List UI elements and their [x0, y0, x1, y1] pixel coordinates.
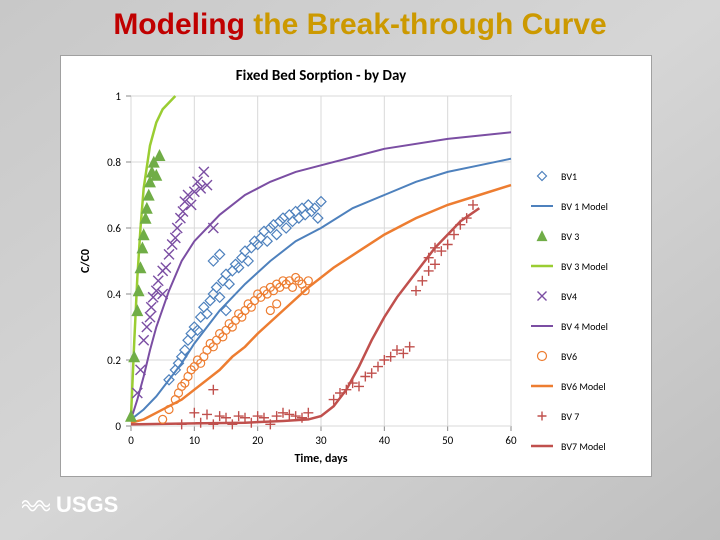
- svg-text:BV1: BV1: [561, 170, 577, 183]
- svg-text:Time, days: Time, days: [294, 452, 347, 466]
- svg-text:BV6 Model: BV6 Model: [561, 380, 606, 393]
- svg-text:1: 1: [115, 90, 121, 103]
- svg-text:20: 20: [252, 434, 264, 447]
- title-part-red: Modeling: [113, 8, 253, 41]
- svg-text:0.8: 0.8: [107, 156, 121, 169]
- svg-text:BV 3 Model: BV 3 Model: [561, 260, 608, 273]
- svg-text:0: 0: [115, 420, 121, 433]
- svg-text:BV 7: BV 7: [561, 410, 579, 423]
- svg-text:Fixed Bed Sorption - by Day: Fixed Bed Sorption - by Day: [236, 67, 407, 85]
- svg-text:50: 50: [442, 434, 454, 447]
- svg-text:C/C0: C/C0: [79, 249, 93, 273]
- usgs-logo: USGS: [22, 492, 118, 518]
- svg-text:BV 4 Model: BV 4 Model: [561, 320, 608, 333]
- svg-text:BV4: BV4: [561, 290, 577, 303]
- svg-text:30: 30: [315, 434, 327, 447]
- svg-text:BV7 Model: BV7 Model: [561, 440, 606, 453]
- svg-text:BV6: BV6: [561, 350, 577, 363]
- svg-text:0.2: 0.2: [107, 354, 121, 367]
- svg-text:0.4: 0.4: [107, 288, 121, 301]
- svg-text:40: 40: [379, 434, 391, 447]
- logo-text: USGS: [56, 492, 118, 518]
- chart-svg: 0 10 20 30 40 50 60 0 0.2 0.4 0.6 0.8 1 Time, days C/C…: [61, 56, 651, 476]
- svg-text:BV 1 Model: BV 1 Model: [561, 200, 608, 213]
- svg-text:10: 10: [189, 434, 201, 447]
- slide: Modeling the Break-through Curve 0102030…: [0, 0, 720, 540]
- title-part-yellow: the Break-through Curve: [253, 8, 606, 41]
- svg-text:BV 3: BV 3: [561, 230, 579, 243]
- wave-icon: [22, 496, 50, 514]
- svg-text:0: 0: [128, 434, 134, 447]
- chart-container: 0 10 20 30 40 50 60 0 0.2 0.4 0.6 0.8 1 Time, days C/C…: [60, 55, 652, 477]
- svg-text:60: 60: [505, 434, 517, 447]
- svg-text:0.6: 0.6: [107, 222, 121, 235]
- slide-title: Modeling the Break-through Curve: [0, 8, 720, 42]
